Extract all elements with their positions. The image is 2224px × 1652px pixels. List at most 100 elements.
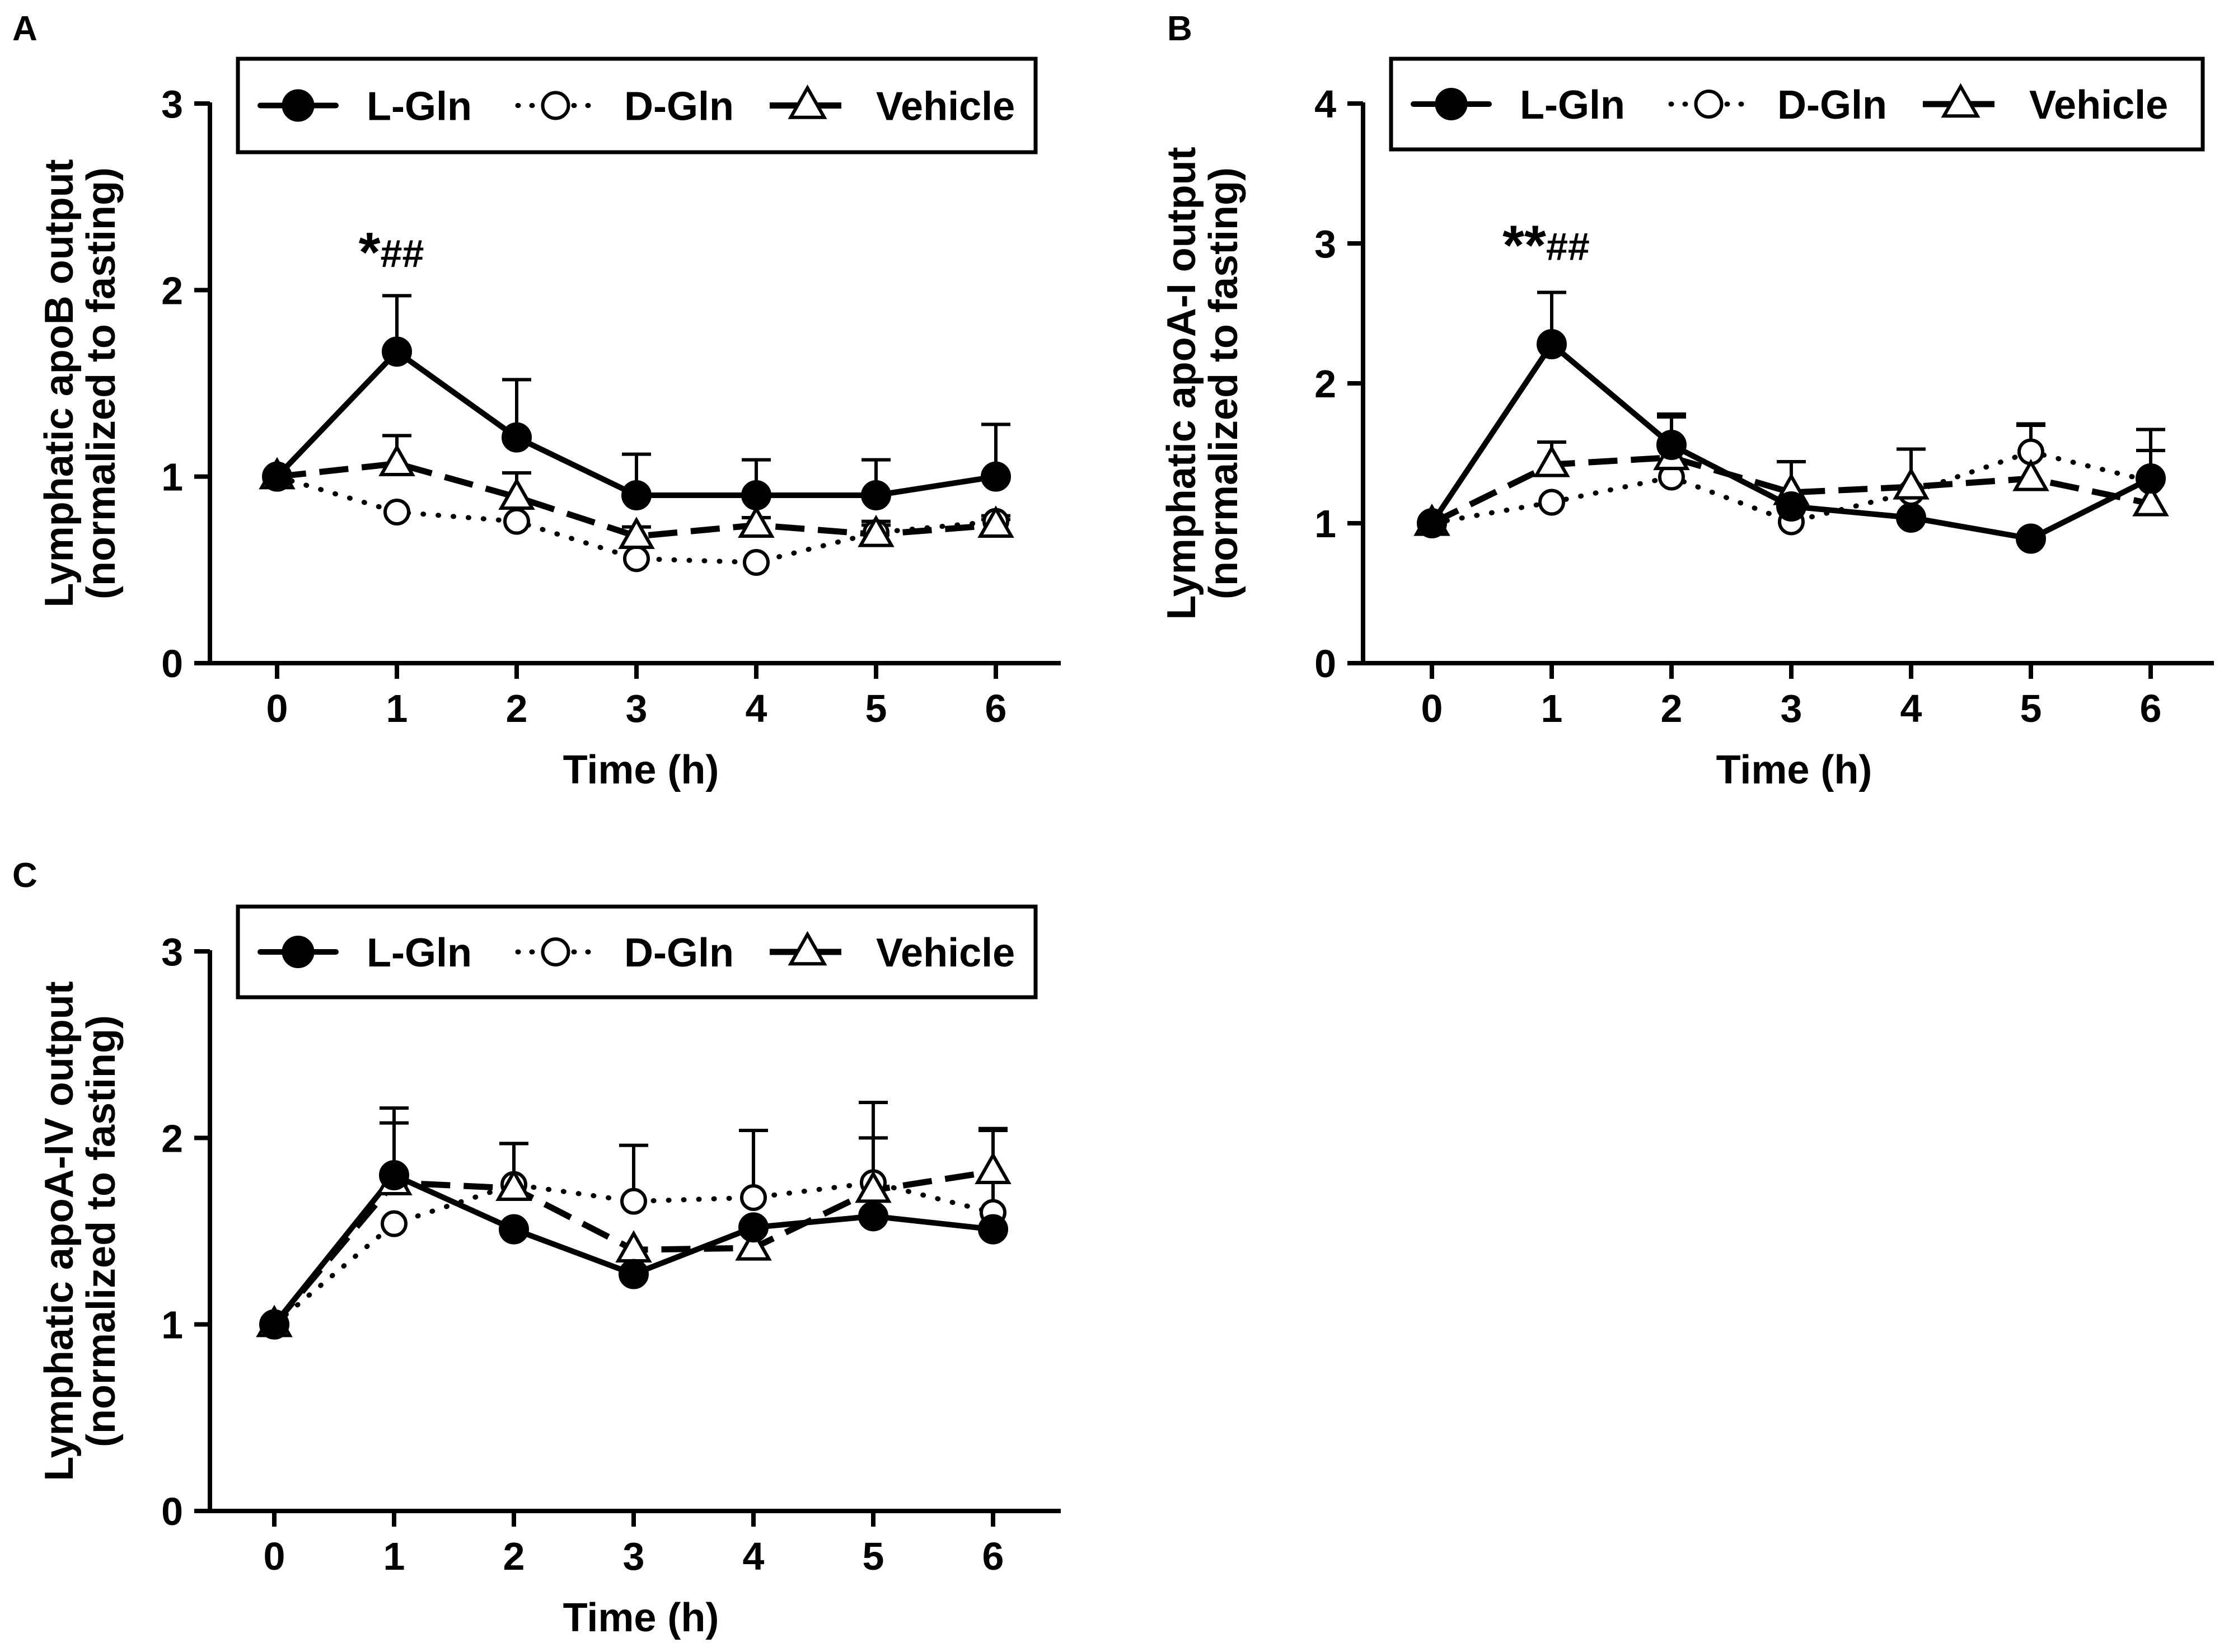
panel-b-series-d-gln-marker <box>1538 489 1565 516</box>
panel-b-x-tick-label: 5 <box>2020 687 2042 730</box>
panel-b-y-tick-label: 3 <box>1314 222 1336 266</box>
panel-a-y-tick-label: 1 <box>161 456 183 499</box>
panel-b-legend-d-gln-marker <box>1694 90 1724 119</box>
panel-c-series-l-gln-marker <box>259 1309 289 1340</box>
panel-c-y-tick-label: 1 <box>161 1303 183 1347</box>
panel-a-letter: A <box>12 10 38 48</box>
panel-b-y-tick-label: 2 <box>1314 362 1336 406</box>
panel-a-y-tick-label: 2 <box>161 269 183 312</box>
panel-a-series-l-gln-marker <box>741 480 771 510</box>
panel-a-legend-d-gln-label: D-Gln <box>624 85 734 129</box>
panel-a-series-d-gln-marker <box>383 499 410 525</box>
panel-b-x-tick-label: 1 <box>1541 687 1563 730</box>
panel-a-legend: L-Gln D-Gln Vehicle <box>236 57 1038 154</box>
panel-c-series-vehicle-marker <box>975 1152 1012 1184</box>
panel-c-y-tick-label: 3 <box>161 930 183 974</box>
panel-c-legend-d-gln-label: D-Gln <box>624 931 734 975</box>
panel-b-legend-l-gln-marker <box>1435 88 1468 120</box>
panel-a-y-tick-label: 3 <box>161 82 183 126</box>
panel-a-legend-l-gln-marker <box>282 89 315 122</box>
panel-c-y-tick-label: 2 <box>161 1116 183 1160</box>
panel-b-series-l-gln-marker <box>1656 430 1687 460</box>
panel-b-y-tick-label: 4 <box>1314 82 1336 126</box>
panel-c-x-tick-label: 1 <box>383 1534 405 1578</box>
panel-b-legend-d-gln-label: D-Gln <box>1777 83 1887 128</box>
panel-c-series-l-gln-marker <box>738 1212 769 1243</box>
panel-c-x-tick-label: 4 <box>743 1534 765 1578</box>
panel-a-series-l-gln-marker <box>621 480 652 510</box>
panel-b-x-tick-label: 6 <box>2140 687 2162 730</box>
panel-c-x-tick-label: 3 <box>623 1534 645 1578</box>
panel-a-legend-d-gln-marker <box>541 91 570 120</box>
panel-c-x-tick-label: 5 <box>863 1534 884 1578</box>
panel-a-series-l-gln-marker <box>861 480 891 510</box>
panel-c: C 0 1 2 3 0 1 2 3 4 5 6 Time (h) Lymphatic apoA-IV ou… <box>12 856 1061 1640</box>
panel-a-x-tick-label: 4 <box>746 687 767 730</box>
panel-c-series-l-gln-marker <box>858 1201 888 1232</box>
panel-a-series-vehicle-marker <box>858 514 895 547</box>
panel-a-series-l-gln-marker <box>502 422 532 453</box>
panel-a-series-d-gln-marker <box>503 508 530 535</box>
panel-b: B 0 1 2 3 4 0 1 2 3 4 5 6 Time (h) Lymphatic apoA-I ou… <box>1159 10 2214 792</box>
panel-b-legend-vehicle-label: Vehicle <box>2029 83 2168 128</box>
panel-a-series-vehicle-marker <box>498 477 535 510</box>
panel-b-series-l-gln-marker <box>1537 329 1567 359</box>
panel-c-y-tick-label: 0 <box>161 1490 183 1533</box>
panel-a-y-axis-title-line2: (normalized to fasting) <box>79 167 124 599</box>
panel-c-legend-l-gln-marker <box>282 936 315 968</box>
panel-c-legend-vehicle-marker <box>788 931 827 966</box>
panel-a-annotation-stars: * <box>359 221 381 284</box>
panel-a-series-d-gln-marker <box>743 549 770 576</box>
panel-c-legend-l-gln-label: L-Gln <box>367 931 472 975</box>
panel-a-x-axis-title: Time (h) <box>563 748 719 792</box>
panel-c-series-d-gln-marker <box>381 1210 408 1237</box>
panel-b-x-tick-label: 0 <box>1421 687 1443 730</box>
panel-c-series-vehicle-marker <box>495 1168 532 1201</box>
panel-c-x-tick-label: 2 <box>503 1534 525 1578</box>
panel-c-x-tick-label: 6 <box>982 1534 1004 1578</box>
panel-c-series-l-gln-marker <box>379 1160 409 1190</box>
panel-c-y-axis-title-line2: (normalized to fasting) <box>79 1015 124 1447</box>
panel-a-series-vehicle-marker <box>618 517 655 549</box>
panel-b-y-axis-title-line2: (normalized to fasting) <box>1201 167 1246 599</box>
panel-b-series-l-gln-marker <box>2136 463 2166 494</box>
panel-a-legend-box <box>236 57 1038 154</box>
panel-b-annotation-stars: ** <box>1502 214 1546 277</box>
panel-a-x-tick-label: 0 <box>266 687 288 730</box>
panel-b-series-l-gln-marker <box>1776 491 1806 522</box>
panel-b-y-axis-title-line1: Lymphatic apoA-I output <box>1159 147 1204 620</box>
panel-a-legend-vehicle-label: Vehicle <box>876 85 1015 129</box>
panel-b-series-vehicle-marker <box>1533 444 1570 477</box>
panel-b-legend-vehicle-marker <box>1941 83 1980 118</box>
panel-a-y-axis-title-line1: Lymphatic apoB output <box>37 159 82 607</box>
panel-a-annotation-hashes: ## <box>381 232 424 275</box>
panel-b-x-axis-title: Time (h) <box>1716 748 1872 792</box>
panel-b-y-tick-label: 0 <box>1314 642 1336 686</box>
panel-c-series-l-gln-marker <box>499 1214 529 1245</box>
panel-b-x-tick-label: 4 <box>1900 687 1922 730</box>
panel-b-letter: B <box>1167 10 1192 48</box>
panel-a: A 0 1 2 3 0 1 2 3 4 5 6 Time (h) Lymphatic apoB outpu… <box>12 10 1061 792</box>
panel-b-series-l-gln-marker <box>1896 503 1926 533</box>
panel-c-x-tick-label: 0 <box>264 1534 285 1578</box>
panel-a-x-tick-label: 2 <box>506 687 528 730</box>
panel-a-x-tick-label: 5 <box>865 687 887 730</box>
panel-a-legend-vehicle-marker <box>788 84 827 119</box>
panel-c-series-d-gln-marker <box>620 1188 647 1215</box>
panel-b-series-l-gln-marker <box>1417 508 1447 538</box>
panel-c-legend-vehicle-label: Vehicle <box>876 931 1015 975</box>
panel-b-series-vehicle-marker <box>2012 458 2049 491</box>
panel-b-x-tick-label: 3 <box>1781 687 1802 730</box>
panel-b-legend-l-gln-label: L-Gln <box>1520 83 1625 128</box>
panel-a-series-l-gln-marker <box>262 461 292 492</box>
panel-a-series-vehicle-marker <box>977 505 1014 538</box>
panel-c-series-d-gln-marker <box>740 1184 767 1211</box>
panel-c-x-axis-title: Time (h) <box>563 1595 719 1640</box>
panel-b-legend-box <box>1389 57 2205 152</box>
panel-b-significance-annotation: **## <box>1502 214 1590 277</box>
panel-a-legend-l-gln-label: L-Gln <box>367 85 472 129</box>
panel-a-series-vehicle-marker <box>378 444 415 476</box>
panel-b-x-tick-label: 2 <box>1661 687 1683 730</box>
panel-a-series-vehicle-marker <box>738 505 775 538</box>
panel-a-x-tick-label: 6 <box>985 687 1007 730</box>
